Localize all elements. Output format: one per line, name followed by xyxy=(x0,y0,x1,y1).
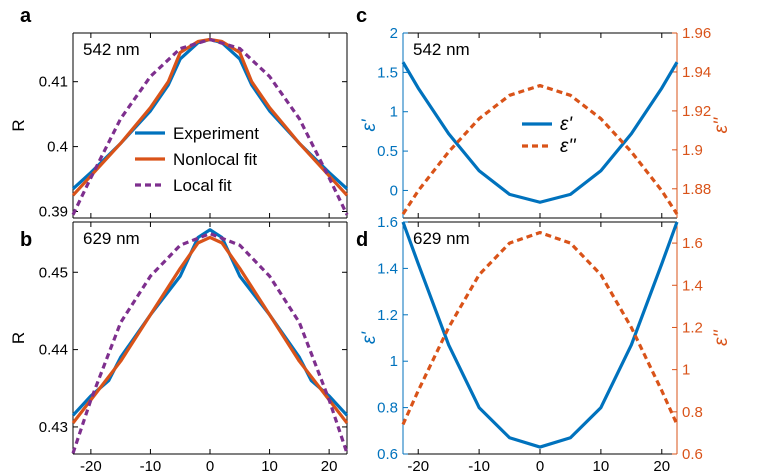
x-tick-label: 20 xyxy=(321,458,338,474)
wavelength-annotation: 542 nm xyxy=(413,40,470,59)
panel-label: d xyxy=(356,229,368,251)
y-tick-label: 0.8 xyxy=(377,400,398,417)
y-tick-label-right: 0.8 xyxy=(682,404,703,421)
y-tick-label: 2 xyxy=(390,25,398,42)
panel-label: b xyxy=(20,229,32,251)
y-tick-label-right: 1.92 xyxy=(682,103,711,120)
series-line-experiment xyxy=(73,230,347,416)
y-tick-label: 1.2 xyxy=(377,307,398,324)
series-line-eps_real xyxy=(403,62,677,202)
y-tick-label: 0.44 xyxy=(39,342,68,359)
y-tick-label: 0.6 xyxy=(377,446,398,463)
x-tick-label: 0 xyxy=(206,458,214,474)
legend-label: Experiment xyxy=(173,124,259,143)
y-axis-label: R xyxy=(9,332,28,344)
y-tick-label: 0.5 xyxy=(377,143,398,160)
panel-a: a 0.39 0.4 0.41 R 542 nm Experiment Nonlocal fi… xyxy=(9,5,347,221)
legend-label: Nonlocal fit xyxy=(173,150,257,169)
x-tick-label: -20 xyxy=(80,458,102,474)
panel-label: c xyxy=(356,5,367,27)
y-axis-label: R xyxy=(9,119,28,131)
y-tick-label-right: 1.88 xyxy=(682,181,711,198)
y-tick-label: 0.41 xyxy=(39,74,68,91)
series-line-nonlocal xyxy=(73,237,347,423)
y-tick-label: 0.43 xyxy=(39,419,68,436)
x-tick-label: 10 xyxy=(593,458,610,474)
y-tick-label: 1.5 xyxy=(377,64,398,81)
y-tick-label-right: 1.96 xyxy=(682,25,711,42)
series-line-eps_real xyxy=(403,222,677,447)
wavelength-annotation: 542 nm xyxy=(83,40,140,59)
y-tick-label: 0.4 xyxy=(47,139,68,156)
y-tick-label-right: 1.94 xyxy=(682,64,711,81)
legend-label: Local fit xyxy=(173,176,232,195)
wavelength-annotation: 629 nm xyxy=(83,229,140,248)
y-axis-label-right: ε'' xyxy=(711,116,732,133)
y-axis-label-left: ε' xyxy=(359,118,380,131)
series-line-local xyxy=(73,234,347,454)
y-tick-label: 0.39 xyxy=(39,204,68,221)
y-axis-label-left: ε' xyxy=(359,331,380,344)
y-tick-label-right: 0.6 xyxy=(682,446,703,463)
y-axis-label-right: ε'' xyxy=(711,329,732,346)
y-tick-label-right: 1.4 xyxy=(682,277,703,294)
panel-c: c00.511.521.881.91.921.941.96ε' ε''542 nm… xyxy=(356,5,732,218)
x-tick-label: -20 xyxy=(407,458,429,474)
panel-d: d-20-1001020Angle (°)0.60.811.21.41.60.6… xyxy=(356,214,732,474)
y-tick-label-right: 1 xyxy=(682,362,690,379)
x-tick-label: -10 xyxy=(140,458,162,474)
y-tick-label: 0 xyxy=(390,182,398,199)
y-tick-label-right: 1.6 xyxy=(682,235,703,252)
x-tick-label: 20 xyxy=(653,458,670,474)
y-tick-label-right: 1.2 xyxy=(682,319,703,336)
panel-label: a xyxy=(20,5,32,27)
wavelength-annotation: 629 nm xyxy=(413,229,470,248)
y-tick-label-right: 1.9 xyxy=(682,142,703,159)
x-tick-label: 0 xyxy=(536,458,544,474)
x-tick-label: -10 xyxy=(468,458,490,474)
x-tick-label: 10 xyxy=(261,458,278,474)
y-tick-label: 0.45 xyxy=(39,264,68,281)
y-tick-label: 1 xyxy=(390,353,398,370)
series-line-eps_imag xyxy=(403,86,677,215)
series-line-nonlocal xyxy=(73,39,347,195)
y-tick-label: 1.4 xyxy=(377,260,398,277)
legend-label: ε'' xyxy=(560,136,577,157)
y-tick-label: 1 xyxy=(390,104,398,121)
legend-label: ε' xyxy=(560,114,573,135)
y-tick-label: 1.6 xyxy=(377,214,398,231)
